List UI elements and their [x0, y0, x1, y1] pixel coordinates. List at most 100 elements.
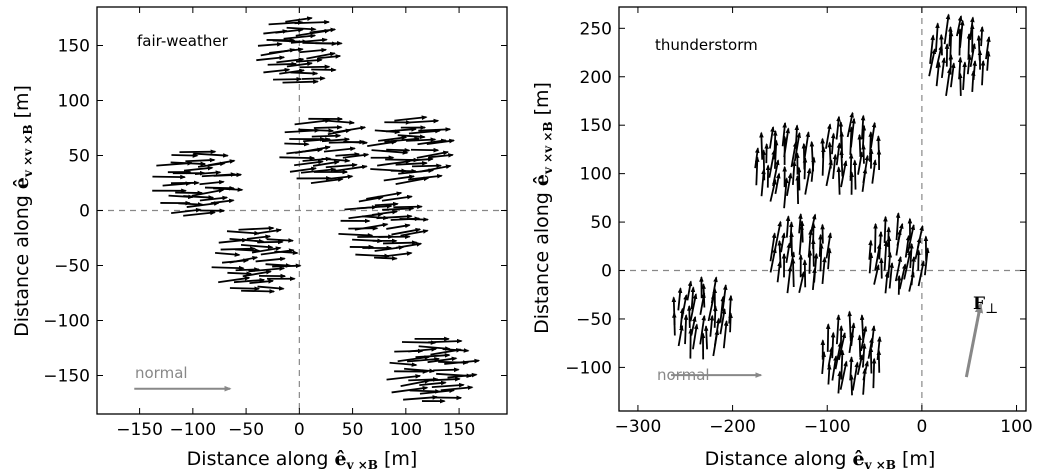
field-arrow: [924, 247, 930, 276]
field-arrow: [374, 129, 401, 135]
field-arrow: [183, 210, 216, 217]
x-axis-label-right-prefix: Distance along: [705, 448, 853, 470]
y-tick-label: 0: [79, 202, 90, 222]
field-arrow: [344, 205, 378, 211]
field-arrow: [830, 132, 836, 155]
field-arrow: [935, 61, 941, 87]
y-tick-label: 0: [601, 262, 612, 282]
x-axis-label-left-vec: ê: [334, 448, 346, 470]
field-arrow: [857, 334, 863, 358]
field-arrow: [831, 355, 838, 381]
field-arrow: [175, 190, 204, 196]
field-arrow: [284, 128, 321, 134]
field-arrow: [786, 265, 793, 294]
field-arrow: [959, 19, 965, 48]
field-arrow: [370, 168, 408, 174]
field-arrow: [834, 341, 843, 370]
field-arrow: [818, 242, 824, 272]
field-arrow: [404, 367, 436, 374]
normal-label-left: normal: [135, 364, 188, 382]
antenna-cluster: [152, 149, 244, 217]
field-arrow: [909, 242, 914, 269]
yticks-left: −150 −100 −50 0 50 100 150: [43, 37, 507, 387]
field-arrow: [857, 151, 864, 175]
field-arrow: [397, 355, 431, 363]
force-arrow: [964, 302, 984, 378]
field-arrow: [861, 167, 868, 192]
field-arrow: [193, 152, 229, 158]
field-arrow: [282, 79, 319, 85]
antenna-cluster: [386, 336, 481, 404]
field-arrow: [268, 20, 304, 26]
field-arrow: [710, 276, 718, 304]
field-arrow: [426, 138, 455, 145]
y-axis-label-left: Distance along êv ×v ×B [m]: [11, 85, 35, 337]
field-arrow: [415, 353, 451, 359]
field-arrow: [274, 250, 299, 256]
field-arrow: [240, 244, 274, 250]
field-arrow: [859, 314, 865, 343]
field-arrow: [399, 217, 429, 222]
field-arrow: [947, 26, 953, 47]
y-tick-label: −50: [576, 310, 612, 330]
field-arrow: [985, 35, 991, 60]
field-arrow: [686, 280, 693, 301]
field-arrow: [427, 356, 458, 364]
x-axis-label-right-unit: [m]: [896, 448, 935, 470]
field-arrow: [183, 165, 214, 172]
field-arrow: [266, 238, 295, 243]
field-arrow: [400, 229, 429, 237]
field-arrow: [895, 212, 901, 241]
y-axis-label-right-vec: ê: [531, 174, 553, 186]
antenna-cluster: [367, 115, 455, 186]
antenna-cluster: [338, 191, 429, 261]
field-arrow: [772, 129, 778, 160]
antenna-cluster: [928, 13, 991, 97]
field-arrow: [306, 51, 336, 60]
field-arrow: [776, 260, 782, 283]
field-arrow: [811, 222, 816, 249]
field-arrow: [798, 270, 806, 293]
field-arrow: [939, 33, 944, 56]
field-arrow: [759, 131, 764, 160]
field-arrow: [917, 260, 925, 287]
field-arrow: [793, 131, 802, 162]
field-arrow: [218, 238, 248, 244]
field-arrow: [788, 221, 794, 247]
field-arrow: [358, 195, 384, 203]
field-arrow: [408, 118, 440, 124]
field-arrow: [781, 121, 787, 147]
field-arrow: [850, 322, 856, 346]
field-arrow: [709, 314, 715, 337]
field-arrow: [794, 124, 800, 149]
field-arrow: [411, 163, 443, 169]
field-arrow: [284, 141, 310, 147]
field-arrow: [945, 67, 952, 97]
field-arrow: [378, 135, 408, 142]
field-arrow: [317, 54, 342, 60]
field-arrow: [861, 124, 867, 149]
field-arrow: [774, 220, 782, 250]
field-arrow: [979, 25, 985, 47]
field-arrow: [327, 174, 354, 180]
field-arrow: [754, 156, 760, 186]
field-arrow: [383, 174, 416, 182]
field-arrow: [785, 242, 792, 263]
field-arrow: [832, 153, 838, 180]
field-arrow: [835, 314, 841, 345]
y-tick-label: 50: [68, 147, 90, 167]
antenna-cluster: [868, 212, 930, 295]
field-arrow: [171, 153, 199, 158]
field-arrow: [255, 256, 286, 263]
reference-lines-right: [619, 7, 1026, 411]
field-arrow: [790, 257, 796, 288]
y-axis-label-left-prefix: Distance along: [11, 189, 33, 337]
field-arrow: [294, 159, 324, 167]
field-arrow: [220, 246, 256, 252]
field-arrow: [267, 61, 298, 67]
field-arrow: [689, 293, 698, 322]
y-tick-label: 150: [580, 116, 612, 136]
field-arrow: [248, 266, 286, 273]
field-arrow: [687, 304, 692, 328]
